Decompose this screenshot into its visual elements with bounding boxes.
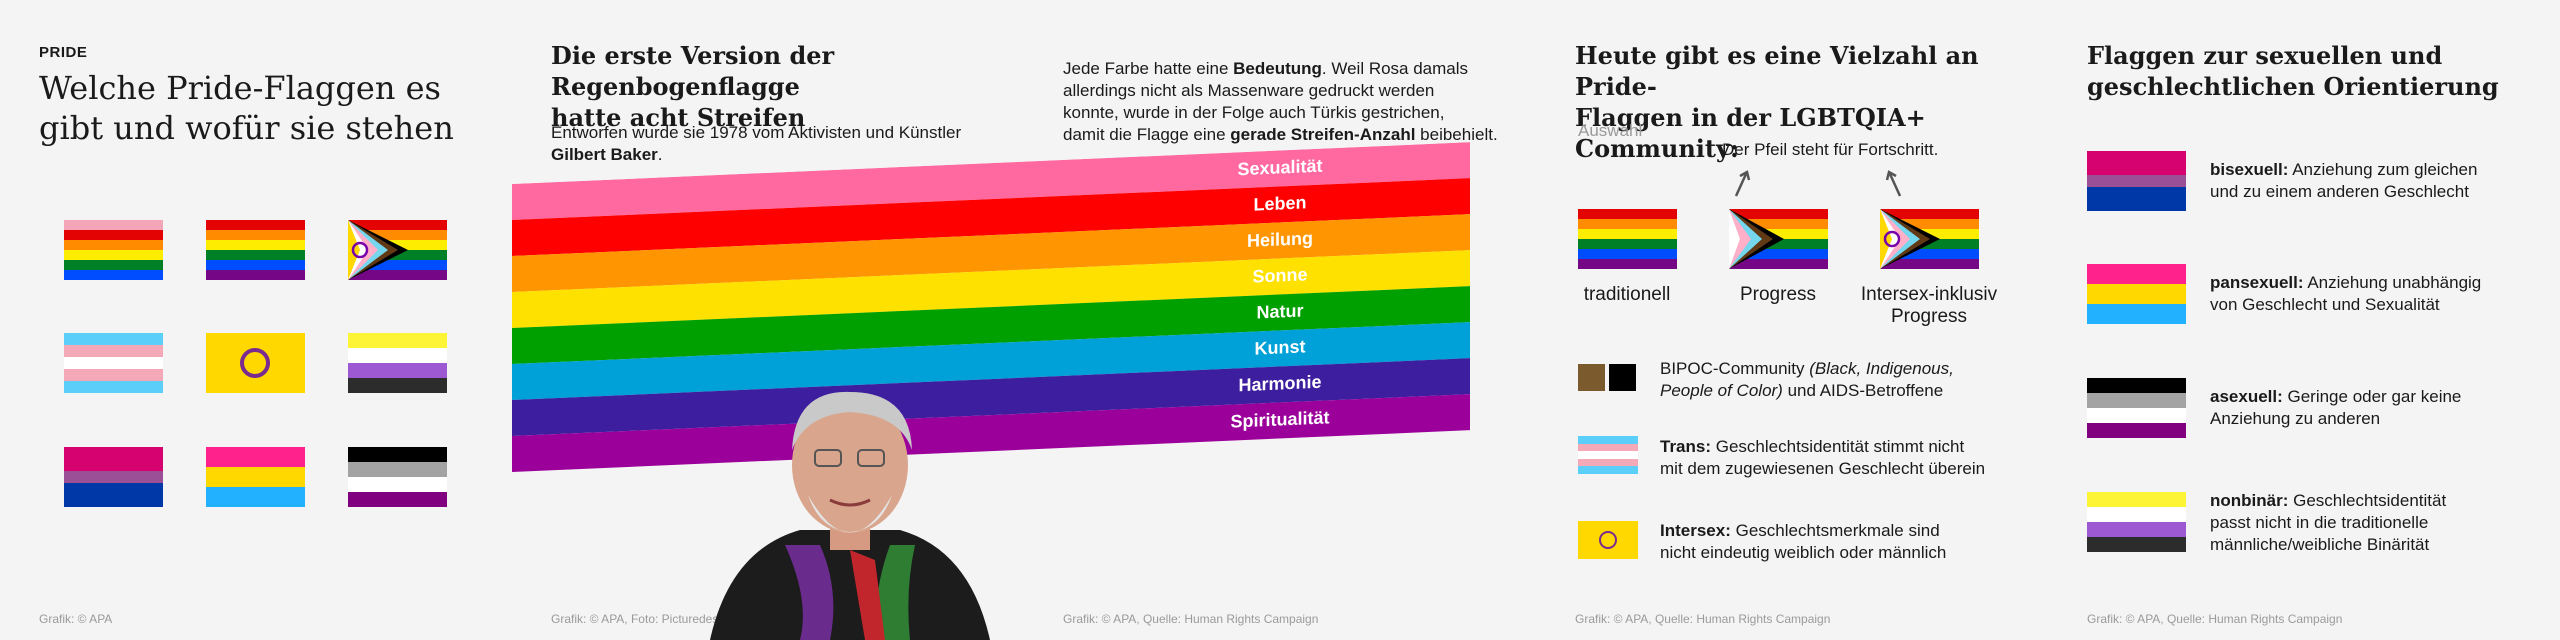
intersex-inclusive-progress-flag — [1880, 209, 1979, 269]
credit: Grafik: © APA — [39, 612, 113, 626]
pansexual-flag — [206, 447, 305, 507]
flag-label-traditional: traditionell — [1583, 284, 1671, 305]
panel-meaning: Jede Farbe hatte eine Bedeutung. Weil Ro… — [1024, 0, 1536, 640]
trans-flag — [64, 333, 163, 393]
intersex-flag — [1578, 521, 1638, 559]
bipoc-brown-swatch — [1578, 364, 1605, 391]
arrow-icon — [1885, 170, 1902, 197]
intersex-progress-flag — [348, 220, 447, 280]
pansexual-description: pansexuell: Anziehung unabhängig von Ges… — [2210, 273, 2482, 314]
panel-first-flag: Die erste Version der Regenbogenflagge h… — [512, 0, 1024, 640]
bipoc-black-swatch — [1609, 364, 1636, 391]
progress-flag — [1729, 209, 1828, 269]
nonbinary-description: nonbinär: Geschlechtsidentität passt nic… — [2210, 491, 2447, 554]
intersex-flag — [206, 333, 305, 393]
bisexual-flag — [64, 447, 163, 507]
bisexual-description: bisexuell: Anziehung zum gleichen und zu… — [2210, 160, 2478, 201]
panel-pride-overview: PRIDE Welche Pride-Flaggen es gibt und w… — [0, 0, 512, 640]
credit: Grafik: © APA, Quelle: Human Rights Camp… — [2087, 612, 2343, 626]
intro-text: Entworfen wurde sie 1978 vom Aktivisten … — [551, 123, 962, 164]
kicker: PRIDE — [39, 44, 88, 61]
credit: Grafik: © APA, Foto: Picturedesk — [551, 612, 725, 626]
section-title: Heute gibt es eine Vielzahl an Pride- Fl… — [1575, 41, 1979, 163]
meaning-text: Jede Farbe hatte eine Bedeutung. Weil Ro… — [1063, 59, 1498, 144]
intersex-circle-icon — [1599, 531, 1617, 549]
traditional-rainbow-flag — [64, 220, 163, 280]
panel-lgbtqia-flags: Heute gibt es eine Vielzahl an Pride- Fl… — [1536, 0, 2048, 640]
page-title: Welche Pride-Flaggen es gibt und wofür s… — [39, 69, 454, 147]
nonbinary-flag — [348, 333, 447, 393]
credit: Grafik: © APA, Quelle: Human Rights Camp… — [1575, 612, 1831, 626]
asexual-flag — [348, 447, 447, 507]
credit: Grafik: © APA, Quelle: Human Rights Camp… — [1063, 612, 1319, 626]
bisexual-flag — [2087, 151, 2186, 211]
flag-label-intersex-progress: Intersex-inklusiv Progress — [1860, 284, 1998, 327]
asexual-flag — [2087, 378, 2186, 438]
arrow-icon — [1734, 170, 1751, 197]
selection-note: Auswahl — [1578, 121, 1643, 140]
asexual-description: asexuell: Geringe oder gar keine Anziehu… — [2210, 387, 2462, 428]
section-title: Flaggen zur sexuellen und geschlechtlich… — [2087, 41, 2499, 101]
intersex-circle-icon — [240, 348, 270, 378]
six-stripe-rainbow-flag — [206, 220, 305, 280]
pansexual-flag — [2087, 264, 2186, 324]
trans-description: Trans: Geschlechtsidentität stimmt nicht… — [1660, 437, 1986, 478]
panel-orientation-flags: Flaggen zur sexuellen und geschlechtlich… — [2048, 0, 2560, 640]
nonbinary-flag — [2087, 492, 2186, 552]
intersex-description: Intersex: Geschlechtsmerkmale sind nicht… — [1660, 521, 1947, 562]
gilbert-baker-portrait — [710, 391, 990, 640]
arrow-note: Der Pfeil steht für Fortschritt. — [1722, 140, 1939, 159]
flag-label-progress: Progress — [1739, 284, 1817, 305]
traditional-flag — [1578, 209, 1677, 269]
section-title: Die erste Version der Regenbogenflagge h… — [551, 41, 835, 132]
trans-flag — [1578, 436, 1638, 474]
bipoc-description: BIPOC-Community (Black, Indigenous, Peop… — [1660, 359, 1954, 400]
